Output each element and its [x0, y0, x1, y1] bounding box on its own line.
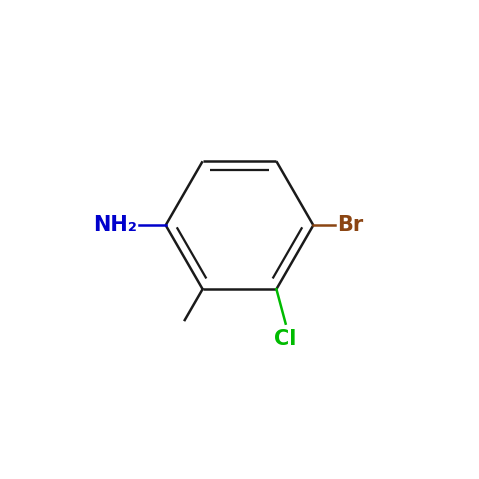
- Text: Cl: Cl: [274, 330, 297, 349]
- Text: Br: Br: [337, 215, 364, 235]
- Text: NH₂: NH₂: [93, 215, 137, 235]
